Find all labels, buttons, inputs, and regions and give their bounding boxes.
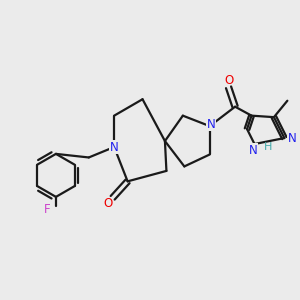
Text: O: O: [224, 74, 233, 87]
Text: N: N: [110, 140, 118, 154]
Text: F: F: [44, 203, 51, 216]
Text: N: N: [249, 143, 257, 157]
Text: H: H: [264, 142, 272, 152]
Text: N: N: [207, 118, 216, 130]
Text: O: O: [103, 197, 113, 210]
Text: N: N: [287, 132, 296, 145]
